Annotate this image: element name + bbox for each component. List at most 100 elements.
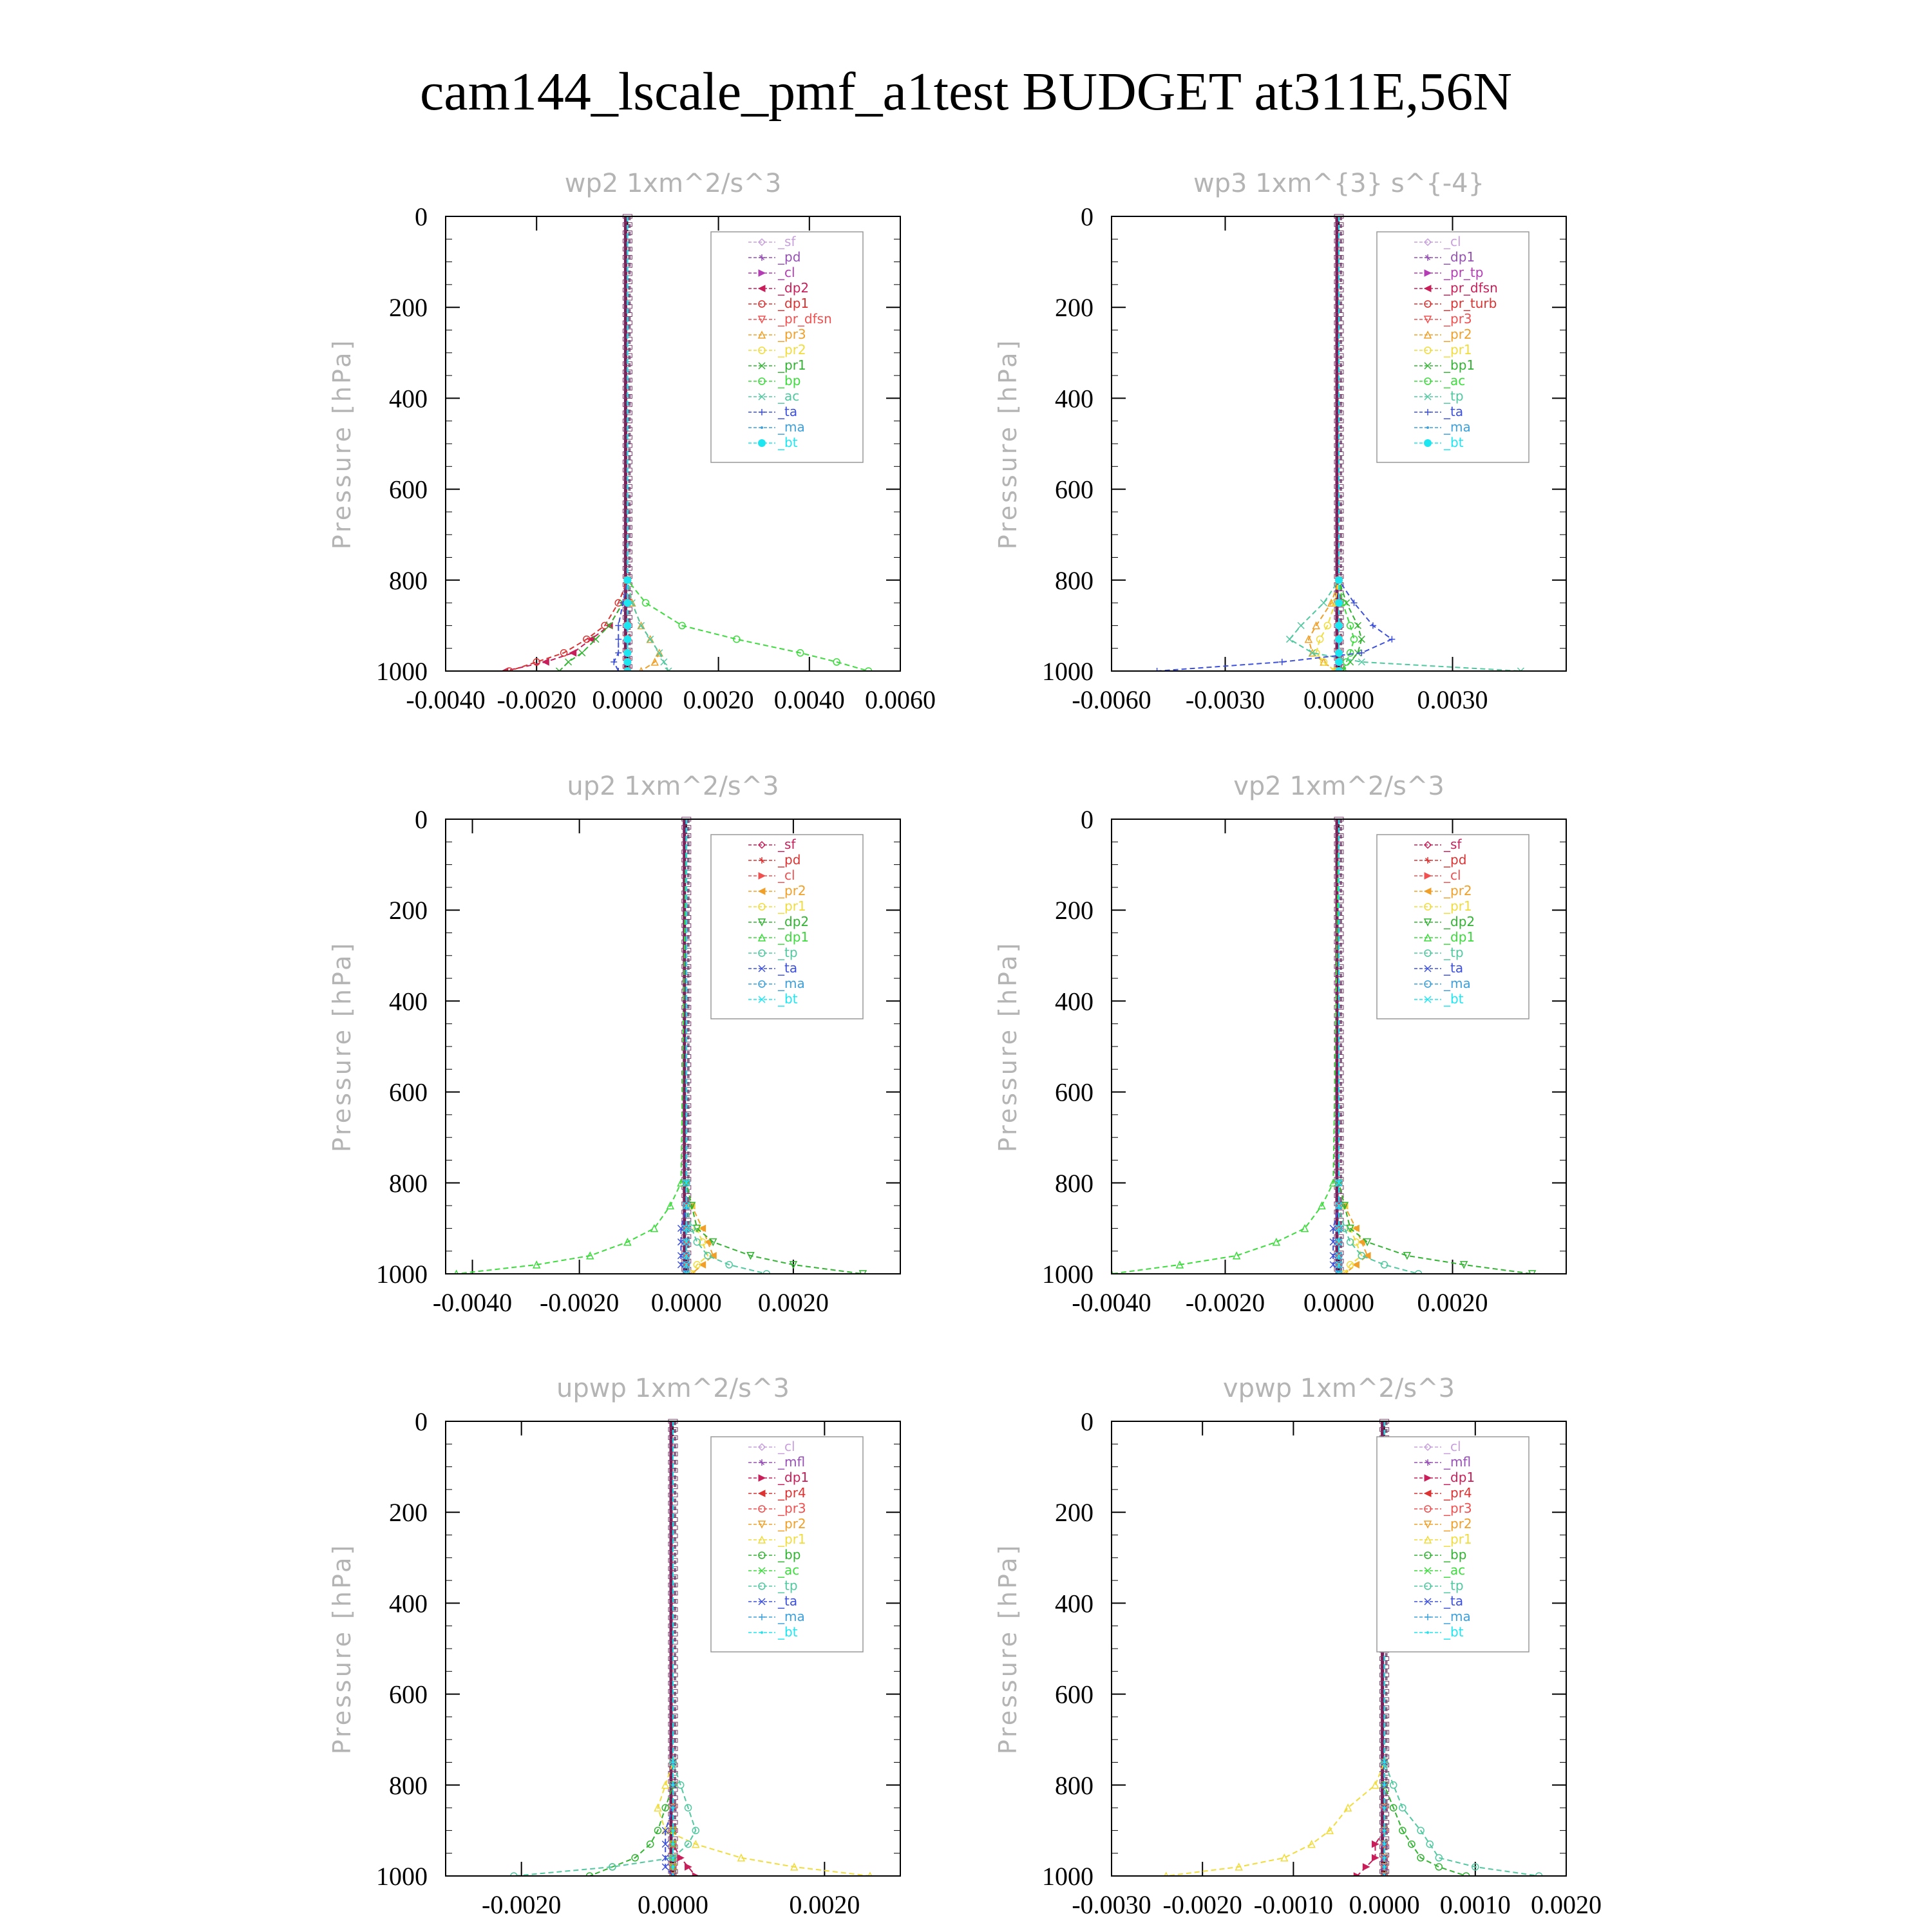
legend: _cl_mfl_dp1_pr4_pr3_pr2_pr1_bp_ac_tp_ta_…	[710, 1436, 864, 1653]
data-point	[510, 1872, 518, 1876]
data-point	[661, 1781, 670, 1789]
legend-marker	[759, 1614, 765, 1620]
data-point	[661, 1841, 669, 1848]
legend-marker	[1424, 1582, 1432, 1590]
x-tick-label: -0.0020	[1186, 1288, 1265, 1317]
data-point	[1381, 1872, 1388, 1876]
data-point	[677, 1179, 685, 1187]
data-point	[1352, 1224, 1359, 1233]
legend-entry: _bt	[777, 991, 798, 1007]
data-point	[611, 658, 618, 665]
legend-entry: _sf	[777, 234, 796, 249]
data-point	[654, 1826, 662, 1835]
series-line-tp	[1289, 216, 1521, 671]
legend-entry: _pr2	[777, 883, 806, 898]
x-tick-label: 0.0060	[865, 685, 936, 714]
legend-marker	[1423, 1535, 1432, 1544]
legend: _sf_pd_cl_pr2_pr1_dp2_dp1_tp_ta_ma_bt	[1376, 834, 1530, 1019]
legend-entry: _pr3	[1443, 1501, 1472, 1516]
x-tick-label: 0.0000	[592, 685, 663, 714]
data-point	[1335, 1238, 1343, 1246]
x-tick-label: -0.0020	[1163, 1890, 1242, 1919]
legend-marker	[1424, 872, 1432, 880]
legend-entry: _pr_turb	[1443, 296, 1497, 311]
legend-entry: _ma	[777, 419, 805, 435]
data-point	[654, 1803, 662, 1812]
panel-title: upwp 1xm^2/s^3	[556, 1374, 790, 1403]
chart-panel-6: vpwp 1xm^2/s^3 Pressure [hPa] 0 200 400 600 80…	[994, 1374, 1602, 1919]
legend: _sf_pd_cl_pr2_pr1_dp2_dp1_tp_ta_ma_bt	[710, 834, 864, 1019]
y-tick-label: 600	[389, 1078, 428, 1107]
y-tick-label: 200	[1055, 293, 1094, 322]
legend-marker	[1424, 903, 1432, 911]
data-point	[623, 658, 632, 666]
data-point	[656, 649, 663, 657]
data-point	[1343, 599, 1350, 607]
y-tick-label: 400	[389, 987, 428, 1016]
data-point	[1335, 1252, 1343, 1260]
data-point	[704, 1252, 712, 1260]
data-point	[565, 658, 573, 666]
data-point	[858, 1270, 867, 1274]
series-line-ac	[1338, 216, 1355, 671]
legend-marker	[757, 840, 766, 849]
legend-marker	[1424, 980, 1432, 988]
legend-entry: _pr_tp	[1443, 265, 1483, 280]
legend-marker	[758, 872, 766, 880]
data-point	[1371, 1781, 1379, 1789]
data-point	[1417, 1826, 1425, 1835]
data-point	[1354, 621, 1361, 629]
data-point	[693, 1261, 701, 1269]
legend-marker	[757, 285, 766, 292]
data-point	[1335, 1202, 1343, 1209]
data-point	[698, 1261, 706, 1269]
data-point	[672, 1842, 674, 1846]
data-point	[661, 1826, 669, 1834]
legend-entry: _pr1	[777, 1531, 806, 1547]
legend-marker	[1424, 949, 1432, 957]
legend-box	[710, 834, 864, 1019]
legend-entry: _pd	[777, 249, 800, 265]
series-line-pr1	[1338, 819, 1363, 1274]
legend-entry: _pr1	[1443, 898, 1472, 914]
x-tick-label: 0.0000	[1349, 1890, 1420, 1919]
data-point	[1335, 1270, 1343, 1274]
legend-entry: _cl	[777, 1439, 795, 1454]
legend-entry: _ta	[777, 960, 797, 976]
data-point	[660, 658, 668, 666]
data-point	[1300, 1224, 1309, 1233]
data-point	[646, 1840, 654, 1848]
data-point	[637, 621, 645, 630]
data-point	[672, 1761, 674, 1764]
data-point	[592, 636, 600, 643]
legend-entry: _bp1	[1443, 357, 1475, 373]
legend-marker	[1424, 1474, 1432, 1482]
y-tick-label: 600	[1055, 1078, 1094, 1107]
data-point	[631, 1854, 639, 1862]
data-point	[666, 1201, 675, 1209]
data-point	[578, 649, 586, 657]
series-line-bp	[1383, 1421, 1466, 1876]
legend-marker	[1424, 439, 1432, 447]
legend-box	[1376, 1436, 1530, 1653]
legend-box	[710, 1436, 864, 1653]
data-point	[1329, 1179, 1338, 1187]
data-point	[683, 1261, 690, 1269]
series-line-ta	[680, 819, 687, 1274]
legend-entry: _ma	[1443, 976, 1471, 991]
data-point	[615, 636, 622, 643]
legend-entry: _pr1	[1443, 1531, 1472, 1547]
legend-entry: _bp	[1443, 1547, 1466, 1562]
legend-entry: _bt	[1443, 991, 1464, 1007]
legend-entry: _dp1	[777, 296, 809, 311]
legend-marker	[759, 409, 765, 415]
series-group	[1153, 216, 1524, 671]
data-point	[687, 1202, 696, 1210]
data-point	[623, 621, 632, 630]
y-tick-label: 600	[389, 475, 428, 504]
legend-marker	[758, 1551, 766, 1559]
y-tick-label: 0	[415, 202, 428, 231]
x-tick-label: 0.0000	[1303, 1288, 1374, 1317]
legend-marker	[757, 316, 766, 324]
data-point	[693, 1238, 701, 1246]
